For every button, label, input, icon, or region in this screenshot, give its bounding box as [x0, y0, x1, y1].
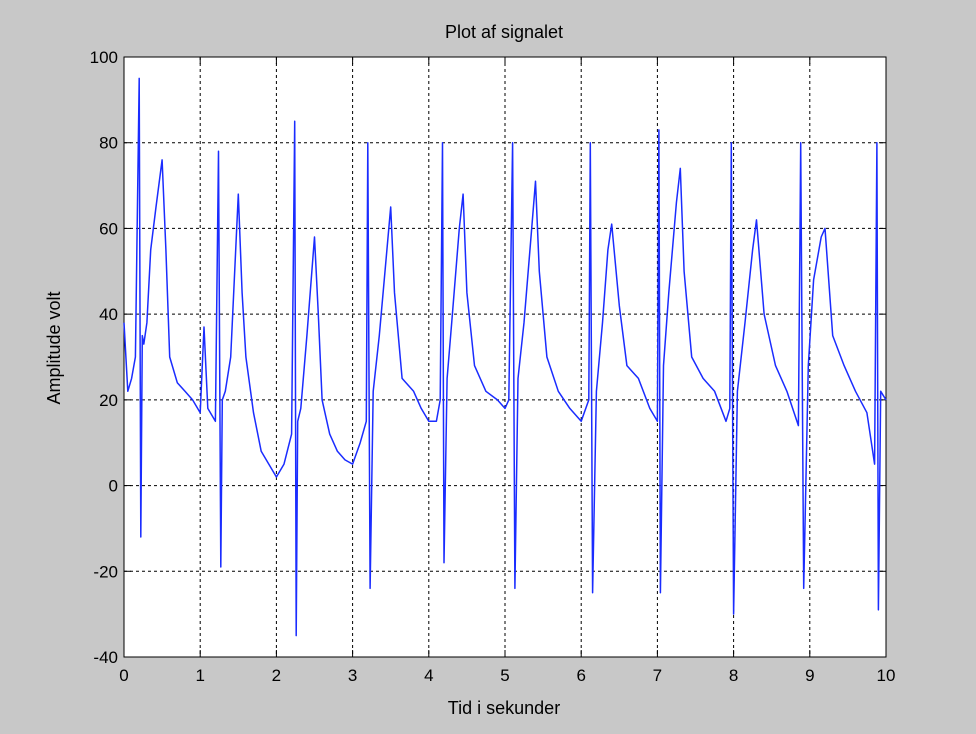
- y-tick-label: 0: [109, 477, 118, 496]
- x-tick-label: 2: [272, 666, 281, 685]
- y-tick-label: 60: [99, 219, 118, 238]
- x-tick-label: 10: [877, 666, 896, 685]
- y-axis-label: Amplitude volt: [44, 291, 64, 404]
- y-tick-label: -20: [93, 562, 118, 581]
- y-tick-label: 40: [99, 305, 118, 324]
- chart-title: Plot af signalet: [445, 22, 563, 42]
- y-tick-label: -40: [93, 648, 118, 667]
- x-tick-label: 9: [805, 666, 814, 685]
- y-tick-label: 20: [99, 391, 118, 410]
- x-axis-label: Tid i sekunder: [448, 698, 560, 718]
- y-tick-label: 80: [99, 134, 118, 153]
- grid-lines: [124, 57, 886, 657]
- x-tick-label: 4: [424, 666, 433, 685]
- x-tick-label: 8: [729, 666, 738, 685]
- tick-marks: [123, 56, 887, 658]
- x-tick-label: 3: [348, 666, 357, 685]
- x-tick-label: 1: [195, 666, 204, 685]
- x-tick-label: 5: [500, 666, 509, 685]
- x-tick-label: 0: [119, 666, 128, 685]
- x-tick-labels: 0 1 2 3 4 5 6 7 8 9 10: [119, 666, 895, 685]
- signal-line: [123, 77, 887, 637]
- y-tick-label: 100: [90, 48, 118, 67]
- y-tick-labels: -40 -20 0 20 40 60 80 100: [90, 48, 118, 667]
- x-tick-label: 7: [653, 666, 662, 685]
- x-tick-label: 6: [576, 666, 585, 685]
